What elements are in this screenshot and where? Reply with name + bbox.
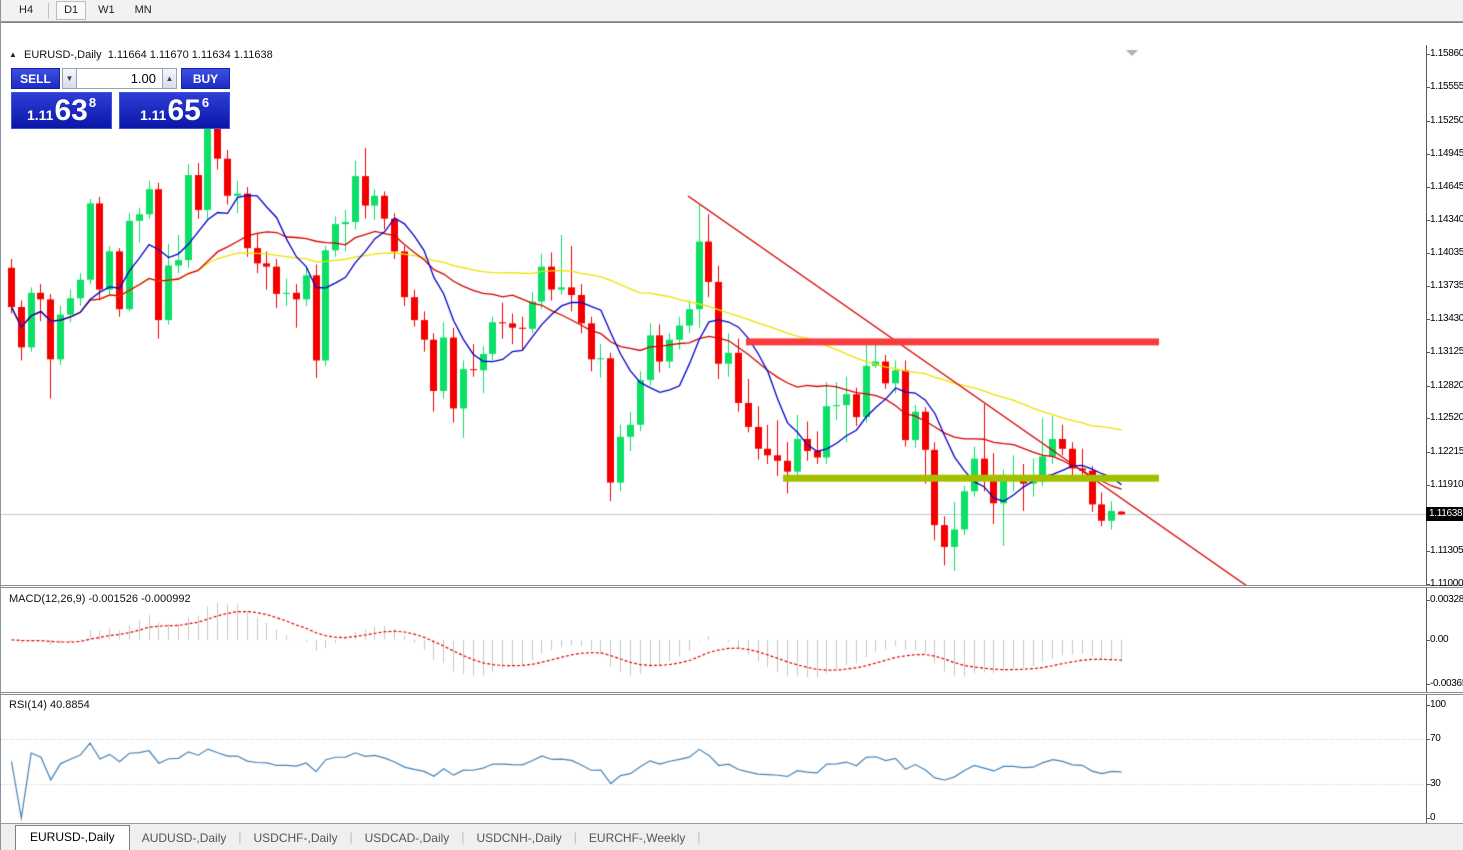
- price-tick-label-tick: [1426, 584, 1430, 585]
- tab-separator: |: [573, 830, 577, 844]
- chart-title: ▲ EURUSD-,Daily 1.11664 1.11670 1.11634 …: [9, 49, 273, 61]
- price-tick-label-tick: [1426, 253, 1430, 254]
- price-tick-label-tick: [1426, 386, 1430, 387]
- price-tick-label-tick: [1426, 352, 1430, 353]
- price-chart-canvas[interactable]: [1, 45, 1426, 588]
- price-tick-label-tick: [1426, 154, 1430, 155]
- price-tick-label: 1.11910: [1430, 479, 1463, 490]
- rsi-tick-label: 100: [1430, 699, 1446, 710]
- price-tick-label: 1.13735: [1430, 280, 1463, 291]
- macd-indicator-label: MACD(12,26,9) -0.001526 -0.000992: [9, 593, 191, 605]
- buy-price-pip: 6: [201, 95, 210, 110]
- rsi-tick-label-tick: [1426, 818, 1430, 819]
- sell-button[interactable]: SELL: [11, 68, 60, 89]
- macd-tick-label-tick: [1426, 640, 1430, 641]
- tab-usdchf-daily[interactable]: USDCHF-,Daily: [253, 831, 338, 845]
- tab-eurchf-weekly[interactable]: EURCHF-,Weekly: [588, 831, 686, 845]
- price-tick-label: 1.12215: [1430, 446, 1463, 457]
- sell-price-big: 63: [54, 94, 88, 127]
- price-tick-label: 1.13125: [1430, 346, 1463, 357]
- chart-window: ▲ EURUSD-,Daily 1.11664 1.11670 1.11634 …: [1, 22, 1463, 846]
- chart-macd-divider[interactable]: [1, 585, 1463, 588]
- timeframe-toolbar: H4 D1 W1 MN: [1, 0, 1463, 22]
- rsi-tick-label: 70: [1430, 733, 1441, 744]
- buy-price-big: 65: [167, 94, 201, 127]
- price-tick-label: 1.12820: [1430, 380, 1463, 391]
- buy-price-box[interactable]: 1.11 65 6: [119, 92, 230, 129]
- volume-input[interactable]: [77, 69, 162, 88]
- rsi-tick-label: 0: [1430, 812, 1436, 823]
- macd-canvas[interactable]: [1, 588, 1426, 695]
- macd-tick-label: -0.00365: [1430, 678, 1463, 689]
- rsi-tick-label-tick: [1426, 739, 1430, 740]
- price-tick-label-tick: [1426, 121, 1430, 122]
- chart-ohlc-values: 1.11664 1.11670 1.11634 1.11638: [107, 49, 273, 61]
- buy-button[interactable]: BUY: [181, 68, 230, 89]
- rsi-tick-label-tick: [1426, 705, 1430, 706]
- tab-separator: |: [238, 830, 242, 844]
- macd-tick-label: 0.00: [1430, 634, 1449, 645]
- collapse-triangle-icon[interactable]: ▲: [9, 50, 17, 59]
- price-tick-label-tick: [1426, 319, 1430, 320]
- current-price-badge: 1.11638: [1426, 507, 1463, 521]
- price-tick-label: 1.11305: [1430, 545, 1463, 556]
- macd-tick-label: 0.003287: [1430, 594, 1463, 605]
- toolbar-separator: [48, 2, 50, 19]
- price-tick-label: 1.14340: [1430, 214, 1463, 225]
- rsi-canvas[interactable]: [1, 695, 1426, 823]
- rsi-tick-label-tick: [1426, 784, 1430, 785]
- macd-tick-label-tick: [1426, 600, 1430, 601]
- price-tick-label-tick: [1426, 286, 1430, 287]
- rsi-tick-label: 30: [1430, 778, 1441, 789]
- price-tick-label: 1.12520: [1430, 412, 1463, 423]
- tab-audusd-daily[interactable]: AUDUSD-,Daily: [141, 831, 227, 845]
- price-tick-label: 1.11000: [1430, 578, 1463, 589]
- volume-decrease-button[interactable]: ▼: [62, 68, 77, 89]
- buy-price-prefix: 1.11: [139, 107, 167, 123]
- tab-separator: |: [349, 830, 353, 844]
- price-tick-label: 1.14035: [1430, 247, 1463, 258]
- timeframe-button-d1[interactable]: D1: [56, 1, 87, 20]
- sell-price-prefix: 1.11: [26, 107, 54, 123]
- price-tick-label: 1.14645: [1430, 181, 1463, 192]
- sell-price-box[interactable]: 1.11 63 8: [11, 92, 112, 129]
- timeframe-button-mn[interactable]: MN: [134, 4, 152, 16]
- price-tick-label-tick: [1426, 551, 1430, 552]
- price-tick-label-tick: [1426, 54, 1430, 55]
- price-tick-label: 1.14945: [1430, 148, 1463, 159]
- price-tick-label: 1.15860: [1430, 48, 1463, 59]
- price-tick-label: 1.13430: [1430, 313, 1463, 324]
- price-tick-label: 1.15555: [1430, 81, 1463, 92]
- tab-separator: |: [461, 830, 465, 844]
- price-tick-label: 1.15250: [1430, 115, 1463, 126]
- one-click-trading-panel: SELL ▼ ▲ BUY 1.11 63 8 1.11 65 6: [11, 68, 230, 129]
- macd-tick-label-tick: [1426, 684, 1430, 685]
- volume-increase-button[interactable]: ▲: [162, 68, 177, 89]
- macd-rsi-divider[interactable]: [1, 692, 1463, 695]
- tab-eurusd-daily[interactable]: EURUSD-,Daily: [15, 825, 130, 850]
- sell-price-pip: 8: [88, 95, 97, 110]
- price-tick-label-tick: [1426, 452, 1430, 453]
- tab-usdcad-daily[interactable]: USDCAD-,Daily: [364, 831, 450, 845]
- timeframe-button-w1[interactable]: W1: [98, 4, 115, 16]
- chart-symbol-label: EURUSD-,Daily: [23, 49, 102, 61]
- tab-separator: |: [697, 830, 701, 844]
- price-tick-label-tick: [1426, 187, 1430, 188]
- price-tick-label-tick: [1426, 87, 1430, 88]
- rsi-indicator-label: RSI(14) 40.8854: [9, 699, 90, 711]
- price-tick-label-tick: [1426, 418, 1430, 419]
- timeframe-button-h4[interactable]: H4: [19, 4, 34, 16]
- price-tick-label-tick: [1426, 220, 1430, 221]
- tab-usdcnh-daily[interactable]: USDCNH-,Daily: [476, 831, 562, 845]
- price-tick-label-tick: [1426, 485, 1430, 486]
- symbol-tab-bar: EURUSD-,Daily AUDUSD-,Daily | USDCHF-,Daily…: [1, 823, 1463, 850]
- price-axis-line: [1426, 45, 1427, 823]
